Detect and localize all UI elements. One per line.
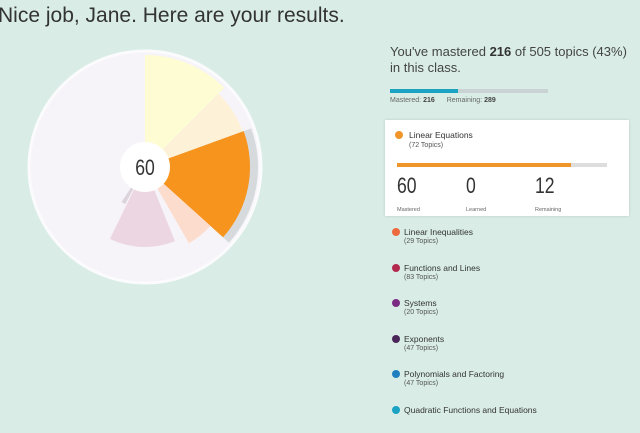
stat-label: Remaining bbox=[535, 207, 562, 213]
topic-color-dot bbox=[395, 131, 403, 139]
topic-list-item[interactable]: Polynomials and Factoring (47 Topics) bbox=[390, 367, 630, 397]
topic-name: Linear Inequalities bbox=[404, 227, 473, 237]
topic-count: (20 Topics) bbox=[404, 309, 439, 316]
topic-count: (72 Topics) bbox=[409, 142, 444, 149]
mastery-progress-bar bbox=[390, 89, 548, 93]
segment-linear-inequalities[interactable] bbox=[145, 167, 211, 244]
topic-progress-bar bbox=[397, 163, 607, 167]
mastered-label: Mastered: bbox=[390, 97, 422, 104]
topic-color-dot bbox=[392, 370, 400, 378]
stat-label: Learned bbox=[466, 207, 487, 213]
topic-name: Linear Equations bbox=[409, 130, 473, 140]
topic-list-item[interactable]: Linear Inequalities (29 Topics) bbox=[390, 225, 630, 255]
progress-labels: Mastered: 216 Remaining: 289 bbox=[390, 97, 506, 104]
topic-color-dot bbox=[392, 334, 400, 343]
topic-color-dot bbox=[392, 405, 400, 414]
summary-mastered-count: 216 bbox=[489, 44, 512, 59]
remaining-value: 289 bbox=[484, 97, 496, 104]
selected-topic-card[interactable]: Linear Equations (72 Topics) 60 Mastered … bbox=[385, 120, 629, 216]
topic-rose-chart[interactable]: 60 bbox=[0, 40, 300, 290]
chart-center bbox=[120, 142, 170, 192]
topic-list-item[interactable]: Quadratic Functions and Equations bbox=[390, 403, 630, 433]
stat-value: 60 bbox=[397, 173, 417, 198]
topic-list-item[interactable]: Functions and Lines (83 Topics) bbox=[390, 261, 630, 291]
segment-linear-equations[interactable] bbox=[145, 131, 250, 238]
segment-topic[interactable] bbox=[145, 93, 243, 167]
topic-name: Functions and Lines bbox=[404, 262, 481, 273]
topic-color-dot bbox=[392, 263, 400, 272]
stat-learned: 0 Learned bbox=[466, 174, 486, 216]
topic-list-item[interactable]: Exponents (47 Topics) bbox=[390, 332, 630, 362]
topic-color-dot bbox=[392, 228, 400, 236]
topic-list-item[interactable]: Systems (20 Topics) bbox=[390, 296, 630, 326]
mastery-summary: You've mastered 216 of 505 topics (43%) … bbox=[390, 44, 635, 76]
stat-value: 0 bbox=[466, 173, 476, 198]
topic-count: (83 Topics) bbox=[404, 273, 439, 281]
mastered-value: 216 bbox=[423, 97, 435, 104]
topic-count: (47 Topics) bbox=[404, 344, 439, 352]
topic-name: Polynomials and Factoring bbox=[404, 369, 505, 379]
segment-functions-and-lines[interactable] bbox=[109, 167, 175, 248]
segment-topic[interactable] bbox=[145, 55, 225, 167]
mastery-progress-fill bbox=[390, 89, 458, 93]
chart-center-value: 60 bbox=[135, 156, 155, 180]
stat-value: 12 bbox=[535, 173, 555, 198]
topic-name: Exponents bbox=[404, 333, 445, 344]
stat-mastered: 60 Mastered bbox=[397, 174, 421, 216]
page-title: Nice job, Jane. Here are your results. bbox=[0, 4, 345, 27]
topic-count: (47 Topics) bbox=[404, 380, 439, 387]
stat-remaining: 12 Remaining bbox=[535, 174, 561, 216]
remaining-label: Remaining: bbox=[446, 97, 483, 104]
topic-progress-fill bbox=[397, 163, 572, 167]
summary-prefix: You've mastered bbox=[390, 44, 490, 59]
topic-name: Systems bbox=[404, 298, 437, 308]
summary-suffix: of 505 topics (43%) in this class. bbox=[390, 44, 627, 75]
topic-count: (29 Topics) bbox=[404, 238, 439, 245]
stat-label: Mastered bbox=[397, 207, 420, 213]
topic-color-dot bbox=[392, 299, 400, 307]
topic-name: Quadratic Functions and Equations bbox=[404, 404, 537, 415]
